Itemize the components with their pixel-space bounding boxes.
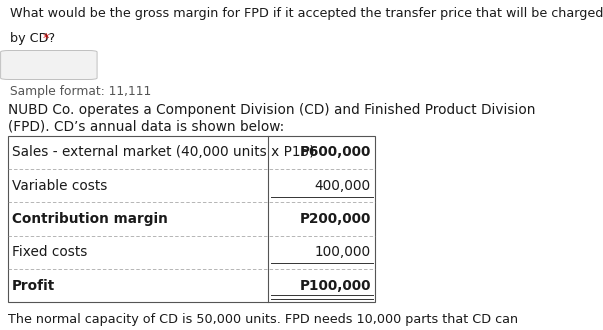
Text: Contribution margin: Contribution margin <box>12 212 168 226</box>
Text: P200,000: P200,000 <box>300 212 371 226</box>
Text: Profit: Profit <box>12 279 55 293</box>
FancyBboxPatch shape <box>1 50 97 80</box>
Text: The normal capacity of CD is 50,000 units. FPD needs 10,000 parts that CD can
pr: The normal capacity of CD is 50,000 unit… <box>8 313 543 330</box>
Text: 100,000: 100,000 <box>315 246 371 259</box>
Text: 400,000: 400,000 <box>315 179 371 193</box>
Text: NUBD Co. operates a Component Division (CD) and Finished Product Division: NUBD Co. operates a Component Division (… <box>8 103 535 117</box>
Bar <box>8 136 375 302</box>
Text: P100,000: P100,000 <box>299 279 371 293</box>
Text: (FPD). CD’s annual data is shown below:: (FPD). CD’s annual data is shown below: <box>8 119 284 134</box>
Text: by CD?: by CD? <box>10 32 55 45</box>
Text: Sales - external market (40,000 units x P15): Sales - external market (40,000 units x … <box>12 145 315 159</box>
Text: Variable costs: Variable costs <box>12 179 107 193</box>
Text: What would be the gross margin for FPD if it accepted the transfer price that wi: What would be the gross margin for FPD i… <box>10 7 603 20</box>
Text: Fixed costs: Fixed costs <box>12 246 87 259</box>
Text: Sample format: 11,111: Sample format: 11,111 <box>10 85 151 98</box>
Text: *: * <box>39 32 49 45</box>
Text: P600,000: P600,000 <box>300 145 371 159</box>
